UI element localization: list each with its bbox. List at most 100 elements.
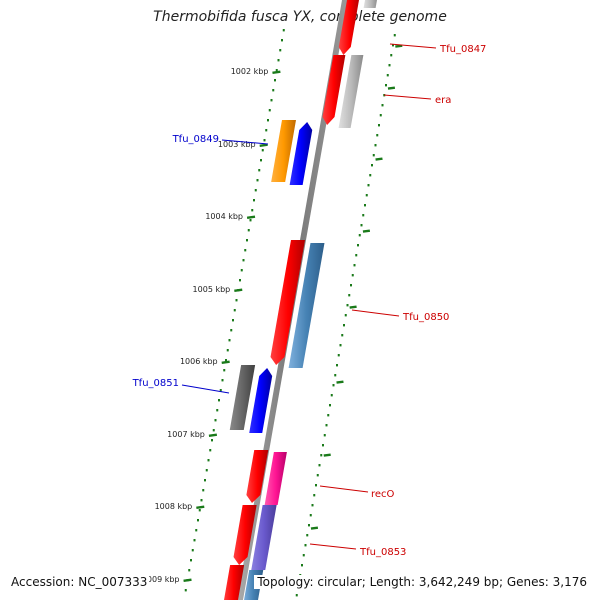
accession-text: Accession: NC_007333 — [9, 575, 150, 589]
feature-layer — [223, 0, 378, 600]
gene-label-tfu_0849[interactable]: Tfu_0849 — [172, 134, 219, 145]
tick-label: 1005 kbp — [193, 285, 231, 294]
guide-dot-outer — [308, 524, 310, 527]
guide-dot-inner — [221, 379, 224, 382]
guide-dot-inner — [251, 209, 254, 212]
guide-dot-outer — [311, 504, 314, 507]
guide-dot-inner — [267, 119, 269, 122]
guide-dot-inner — [193, 539, 196, 542]
guide-dot-outer — [334, 374, 337, 377]
guide-dot-outer — [306, 534, 309, 537]
guide-dot-inner — [195, 529, 198, 532]
gene-block-tfu0850[interactable] — [288, 243, 325, 368]
guide-dot-inner — [230, 329, 233, 332]
guide-dot-outer — [379, 114, 382, 117]
guide-dot-outer — [350, 284, 352, 287]
guide-dot-inner — [214, 419, 217, 422]
guide-dot-outer — [325, 424, 328, 427]
guide-dot-outer — [327, 414, 330, 417]
guide-dot-inner — [274, 79, 276, 82]
guide-dot-inner — [197, 519, 199, 522]
guide-dot-inner — [204, 479, 206, 482]
gene-leader-line — [221, 139, 269, 145]
tick-label: 1002 kbp — [231, 67, 269, 76]
tick-mark — [208, 433, 218, 437]
gene-leader-line — [181, 384, 230, 394]
guide-dot-outer — [353, 264, 356, 267]
gene-block-era[interactable] — [338, 55, 364, 128]
guide-dot-inner — [253, 199, 255, 202]
guide-dot-inner — [202, 489, 205, 492]
gene-arrow-tfu0851[interactable] — [249, 368, 273, 433]
guide-dot-outer — [330, 394, 333, 397]
gene-label-tfu_0853[interactable]: Tfu_0853 — [359, 547, 406, 558]
guide-dot-outer — [301, 564, 303, 567]
guide-dot-inner — [218, 399, 220, 402]
guide-dot-outer — [355, 254, 358, 257]
dotted-guide-layer — [184, 29, 403, 597]
outer-tick-mark — [387, 86, 396, 90]
gene-block-tfu0851[interactable] — [229, 365, 256, 430]
gene-arrow-reco-neighbor[interactable] — [246, 450, 269, 503]
tick-label: 1007 kbp — [167, 430, 205, 439]
guide-dot-inner — [275, 69, 278, 72]
gene-block-reco[interactable] — [264, 452, 287, 505]
guide-dot-outer — [320, 454, 323, 457]
guide-dot-inner — [212, 429, 215, 432]
gene-arrow-tfu0853-neighbor[interactable] — [233, 505, 257, 565]
tick-label: 1003 kbp — [218, 140, 256, 149]
guide-dot-inner — [268, 109, 271, 112]
guide-dot-outer — [357, 244, 359, 247]
tick-mark — [196, 505, 205, 509]
guide-dot-inner — [258, 169, 261, 172]
guide-dot-outer — [367, 184, 370, 187]
guide-dot-inner — [263, 139, 266, 142]
guide-dot-inner — [232, 319, 234, 322]
tick-mark — [246, 215, 256, 219]
guide-dot-inner — [272, 89, 275, 92]
guide-dot-outer — [323, 434, 326, 437]
guide-dot-outer — [388, 64, 391, 67]
guide-dot-inner — [260, 159, 262, 162]
guide-dot-inner — [223, 369, 226, 372]
outer-tick-mark — [323, 453, 331, 457]
guide-dot-inner — [235, 299, 238, 302]
guide-dot-inner — [188, 569, 191, 572]
guide-dot-outer — [295, 594, 298, 597]
gene-arrow-tfu0850-neighbor[interactable] — [270, 240, 305, 365]
gene-label-era[interactable]: era — [435, 95, 451, 106]
gene-block-bottom-red[interactable] — [223, 565, 245, 600]
guide-dot-outer — [369, 174, 372, 177]
guide-dot-outer — [304, 544, 307, 547]
gene-label-tfu_0850[interactable]: Tfu_0850 — [402, 312, 449, 323]
guide-dot-outer — [364, 204, 366, 207]
guide-dot-inner — [226, 349, 229, 352]
gene-label-reco[interactable]: recO — [371, 489, 395, 500]
tick-mark — [272, 70, 281, 74]
guide-dot-inner — [246, 239, 248, 242]
gene-label-tfu_0847[interactable]: Tfu_0847 — [439, 44, 486, 55]
gene-leader-line — [309, 543, 357, 550]
gene-block-tfu0849[interactable] — [271, 120, 296, 182]
guide-dot-inner — [184, 589, 187, 592]
guide-dot-outer — [386, 74, 389, 77]
gene-block-upstream[interactable] — [363, 0, 378, 8]
guide-dot-outer — [309, 514, 312, 517]
guide-dot-inner — [205, 469, 208, 472]
outer-tick-mark — [336, 380, 344, 384]
gene-label-tfu_0851[interactable]: Tfu_0851 — [132, 378, 179, 389]
guide-dot-inner — [240, 269, 243, 272]
gene-arrow-era-neighbor[interactable] — [322, 55, 346, 125]
guide-dot-outer — [336, 364, 338, 367]
guide-dot-outer — [318, 464, 321, 467]
guide-dot-inner — [207, 459, 210, 462]
guide-dot-inner — [277, 59, 280, 62]
guide-dot-outer — [371, 164, 373, 167]
guide-dot-outer — [392, 44, 394, 47]
gene-arrow-tfu0849[interactable] — [289, 122, 313, 185]
guide-dot-outer — [337, 354, 340, 357]
gene-arrow-tfu0847[interactable] — [338, 0, 360, 55]
guide-dot-inner — [265, 129, 268, 132]
gene-block-tfu0853[interactable] — [251, 505, 277, 570]
